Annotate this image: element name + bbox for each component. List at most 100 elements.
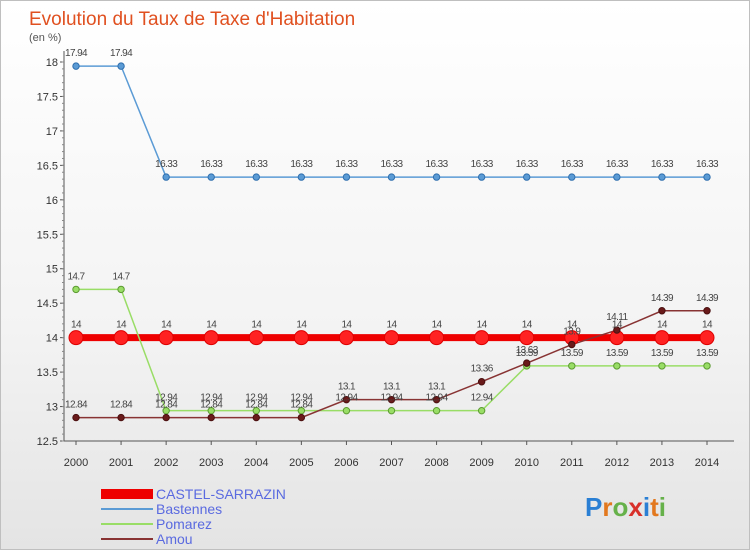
x-tick-label: 2001 [109, 457, 133, 469]
y-tick-label: 13.5 [37, 367, 58, 379]
x-tick-label: 2005 [289, 457, 313, 469]
logo-letter: r [602, 492, 612, 522]
y-tick-label: 17.5 [37, 91, 58, 103]
data-label: 14 [206, 320, 217, 331]
x-tick-label: 2004 [244, 457, 268, 469]
data-point [248, 330, 264, 346]
data-point [113, 330, 129, 346]
x-tick-label: 2009 [469, 457, 493, 469]
data-label: 12.94 [335, 393, 358, 404]
data-label: 14 [432, 320, 443, 331]
data-label: 14 [71, 320, 82, 331]
data-label: 14 [612, 320, 623, 331]
data-point [613, 362, 621, 370]
data-label: 14 [702, 320, 713, 331]
data-label: 16.33 [651, 159, 674, 170]
x-tick-label: 2013 [650, 457, 674, 469]
data-label: 13.36 [471, 364, 494, 375]
data-point [568, 362, 576, 370]
data-point [72, 285, 80, 294]
y-tick-label: 14.5 [37, 298, 58, 310]
data-label: 14 [296, 320, 307, 331]
data-point [699, 330, 715, 346]
y-tick-label: 17 [46, 126, 58, 138]
svg-text:Proxiti: Proxiti [585, 492, 666, 522]
logo-letter: i [643, 492, 650, 522]
data-label: 16.33 [471, 159, 494, 170]
data-label: 14 [387, 320, 398, 331]
data-label: 12.84 [110, 400, 133, 411]
data-point [387, 406, 396, 415]
data-label: 12.84 [290, 400, 313, 411]
data-label: 12.94 [471, 393, 494, 404]
data-point [384, 330, 399, 346]
data-point [429, 330, 445, 346]
data-label: 12.94 [380, 393, 403, 404]
data-point [387, 395, 396, 404]
data-label: 14.7 [67, 271, 85, 282]
data-point [703, 307, 711, 315]
x-tick-label: 2011 [560, 457, 584, 469]
data-label: 13.59 [561, 348, 584, 359]
legend-label: Amou [156, 531, 193, 547]
data-point [297, 173, 306, 181]
data-point [568, 173, 576, 181]
data-point [338, 330, 354, 346]
data-label: 12.94 [426, 393, 449, 404]
data-label: 12.84 [155, 400, 178, 411]
data-point [477, 378, 486, 386]
y-tick-label: 13 [46, 402, 58, 414]
series-layer [68, 62, 715, 422]
data-point [252, 173, 260, 181]
data-point [68, 330, 84, 346]
data-point [117, 285, 125, 294]
chart-title: Evolution du Taux de Taxe d'Habitation [29, 9, 355, 30]
data-labels: 14 14 14 14 14 14 14 14 14 14 14 14 14 14 14 17.94 17.94… [65, 48, 720, 411]
data-label: 12.84 [200, 400, 223, 411]
data-label: 13.59 [651, 348, 674, 359]
y-tick-label: 12.5 [37, 436, 58, 448]
data-label: 16.33 [561, 159, 584, 170]
logo-letter: i [659, 492, 666, 522]
data-label: 14.7 [113, 271, 131, 282]
data-label: 16.33 [606, 159, 629, 170]
data-point [477, 173, 486, 181]
data-label: 17.94 [110, 48, 133, 59]
data-point [162, 173, 170, 181]
data-label: 13.1 [383, 382, 401, 393]
data-label: 12.84 [245, 400, 268, 411]
legend-label: Bastennes [156, 501, 222, 517]
data-point [72, 413, 80, 422]
data-point [203, 330, 219, 346]
data-point [342, 173, 351, 181]
data-point [297, 413, 306, 422]
data-point [117, 62, 125, 70]
x-tick-label: 2014 [695, 457, 719, 469]
y-tick-label: 15 [46, 264, 58, 276]
data-point [613, 326, 621, 334]
data-label: 16.33 [516, 159, 539, 170]
data-label: 13.1 [428, 382, 446, 393]
data-label: 16.33 [200, 159, 223, 170]
logo-letter: P [585, 492, 602, 522]
data-label: 14 [657, 320, 668, 331]
data-point [519, 330, 535, 346]
data-label: 16.33 [155, 159, 178, 170]
axes: 12.5 13 13.5 14 14.5 15 15.5 16 16.5 17 17.5 18 2000… [37, 51, 734, 469]
data-point [658, 307, 666, 315]
data-point [387, 173, 396, 181]
data-point [162, 413, 170, 422]
data-point [654, 330, 670, 346]
data-point [72, 62, 80, 70]
data-point [474, 330, 490, 346]
data-label: 14 [161, 320, 172, 331]
data-point [342, 406, 351, 415]
data-label: 14.11 [606, 312, 628, 323]
legend-label: CASTEL-SARRAZIN [156, 486, 286, 502]
data-label: 14 [251, 320, 262, 331]
x-tick-label: 2006 [334, 457, 358, 469]
data-label: 12.94 [155, 393, 178, 404]
data-point [658, 173, 666, 181]
data-label: 14 [477, 320, 488, 331]
